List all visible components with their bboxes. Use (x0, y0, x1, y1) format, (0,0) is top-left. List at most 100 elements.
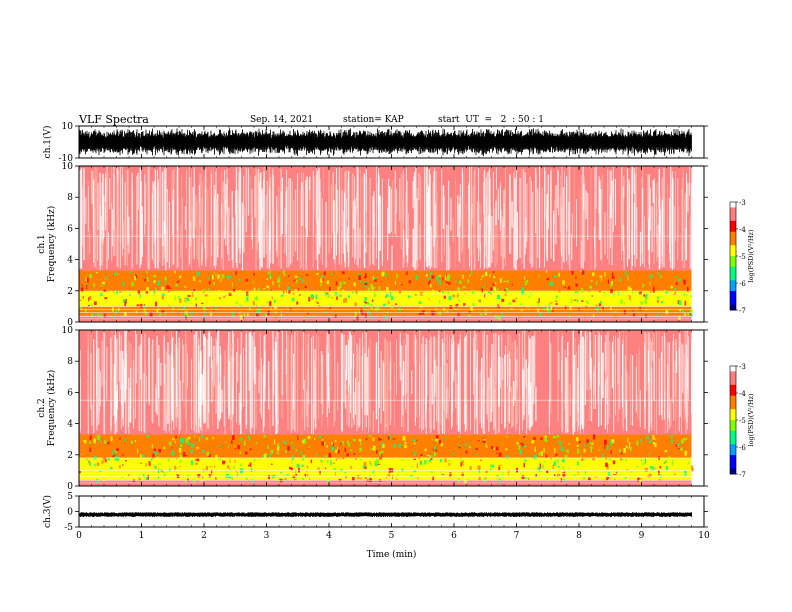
spectrogram-speckle (97, 435, 100, 440)
spectrogram-speckle (369, 477, 372, 483)
spectrogram-speckle (291, 284, 293, 288)
spectrogram-streak (296, 330, 299, 434)
spectrogram-streak (416, 187, 419, 268)
spectrogram-speckle (145, 477, 149, 481)
spectrogram-speckle (154, 451, 158, 455)
spectrogram-streak (159, 169, 161, 262)
spectrogram-streak (531, 336, 533, 427)
spectrogram-streak (248, 332, 250, 391)
spectrogram-speckle (114, 456, 118, 461)
spectrogram-speckle (99, 470, 102, 472)
spectrogram-speckle (348, 277, 351, 280)
y-tick-label: 5 (67, 492, 73, 502)
ch1-colorbar-segment (730, 229, 736, 233)
spectrogram-speckle (104, 297, 108, 300)
spectrogram-streak (201, 197, 203, 261)
spectrogram-speckle (264, 313, 267, 317)
spectrogram-streak (514, 168, 516, 231)
spectrogram-speckle (80, 453, 83, 455)
spectrogram-speckle (652, 288, 655, 293)
spectrogram-streak (229, 193, 231, 217)
spectrogram-speckle (640, 459, 642, 462)
y-tick-label: 2 (67, 287, 73, 297)
spectrogram-streak (211, 174, 212, 256)
spectrogram-streak (568, 201, 570, 255)
spectrogram-streak (419, 364, 420, 416)
spectrogram-streak (459, 225, 461, 264)
spectrogram-streak (579, 188, 581, 264)
spectrogram-speckle (173, 465, 177, 470)
spectrogram-speckle (541, 450, 543, 456)
y-tick-label: 6 (67, 388, 73, 398)
spectrogram-speckle (576, 437, 579, 442)
spectrogram-speckle (79, 282, 83, 287)
spectrogram-streak (109, 178, 111, 210)
ch1-spectrogram (79, 166, 693, 322)
spectrogram-streak (178, 337, 180, 434)
spectrogram-speckle (107, 441, 110, 445)
spectrogram-streak (246, 401, 248, 425)
spectrogram-speckle (555, 453, 558, 457)
spectrogram-streak (395, 209, 397, 238)
spectrogram-streak (580, 330, 582, 425)
spectrogram-streak (524, 341, 526, 408)
colorbar-tick-label: -7 (739, 307, 746, 315)
spectrogram-speckle (274, 474, 276, 478)
spectrogram-speckle (112, 445, 116, 448)
spectrogram-streak (489, 352, 491, 391)
spectrogram-speckle (644, 458, 647, 464)
spectrogram-speckle (309, 440, 312, 445)
spectrogram-speckle (556, 295, 559, 297)
spectrogram-speckle (455, 306, 457, 310)
spectrogram-streak (407, 213, 409, 249)
spectrogram-streak (280, 360, 282, 418)
spectrogram-streak (287, 190, 289, 226)
spectrogram-speckle (295, 473, 298, 476)
ch1-colorbar-segment (730, 250, 736, 254)
spectrogram-streak (106, 167, 107, 266)
spectrogram-speckle (194, 435, 196, 438)
spectrogram-speckle (229, 467, 231, 472)
spectrogram-speckle (317, 467, 320, 470)
spectrogram-streak (546, 195, 548, 258)
spectrogram-speckle (205, 310, 207, 316)
spectrogram-speckle (192, 274, 194, 277)
spectrogram-speckle (437, 439, 439, 444)
spectrogram-streak (617, 368, 619, 423)
spectrogram-speckle (231, 435, 235, 441)
spectrogram-speckle (510, 308, 514, 310)
spectrogram-speckle (296, 288, 299, 291)
spectrogram-streak (240, 330, 242, 411)
spectrogram-speckle (143, 440, 147, 443)
spectrogram-speckle (85, 277, 87, 282)
spectrogram-streak (510, 193, 512, 255)
spectrogram-speckle (335, 456, 338, 461)
spectrogram-speckle (360, 441, 362, 446)
spectrogram-speckle (552, 435, 556, 439)
ch2-colorbar-segment (730, 468, 736, 472)
spectrogram-speckle (307, 473, 311, 479)
spectrogram-speckle (337, 302, 340, 305)
spectrogram-speckle (612, 288, 615, 292)
x-axis-label: Time (min) (367, 549, 417, 560)
ch2-colorbar-segment (730, 438, 736, 443)
spectrogram-speckle (623, 301, 625, 305)
spectrogram-speckle (339, 281, 342, 285)
spectrogram-speckle (364, 301, 368, 304)
spectrogram-streak (674, 361, 676, 397)
spectrogram-streak (491, 216, 493, 263)
spectrogram-streak (94, 166, 96, 264)
spectrogram-speckle (259, 457, 263, 460)
spectrogram-speckle (291, 297, 295, 302)
spectrogram-speckle (388, 435, 391, 439)
spectrogram-speckle (307, 472, 309, 478)
spectrogram-speckle (230, 440, 233, 444)
spectrogram-streak (415, 335, 416, 422)
spectrogram-speckle (205, 466, 209, 471)
spectrogram-streak (589, 331, 591, 374)
spectrogram-speckle (124, 301, 127, 307)
spectrogram-streak (88, 231, 91, 254)
spectrogram-streak (656, 183, 658, 262)
spectrogram-speckle (91, 304, 93, 307)
spectrogram-streak (144, 167, 146, 244)
